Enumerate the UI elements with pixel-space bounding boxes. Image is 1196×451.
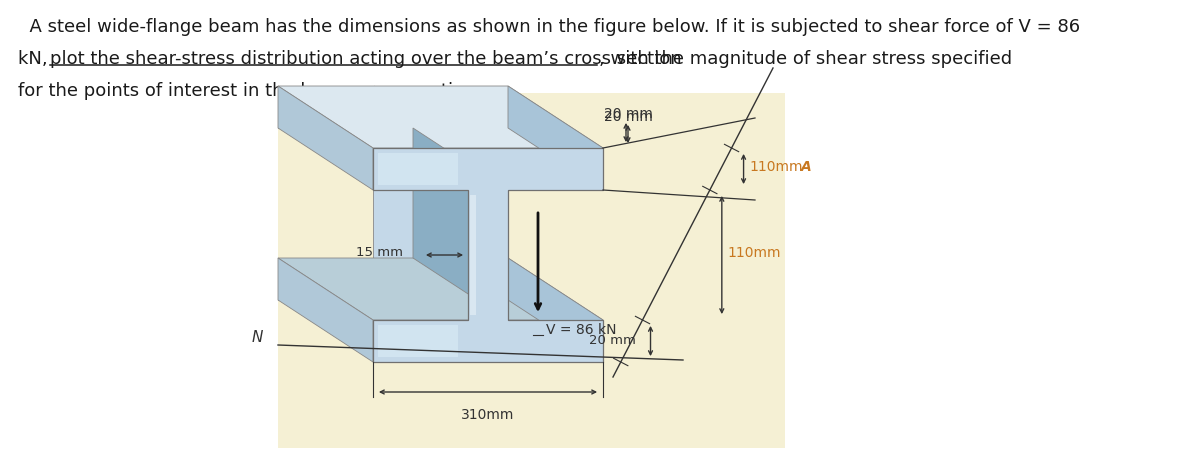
Text: 110mm: 110mm (750, 160, 803, 174)
Text: N: N (251, 331, 263, 345)
Polygon shape (277, 258, 373, 362)
Polygon shape (508, 86, 603, 190)
Polygon shape (378, 153, 458, 185)
Polygon shape (277, 86, 508, 300)
Text: 20 mm: 20 mm (604, 110, 653, 124)
Text: A steel wide-flange beam has the dimensions as shown in the figure below. If it : A steel wide-flange beam has the dimensi… (18, 18, 1080, 36)
Text: A: A (800, 160, 811, 174)
Text: V = 86 kN: V = 86 kN (547, 323, 616, 337)
Text: 310mm: 310mm (462, 408, 514, 422)
Polygon shape (413, 128, 508, 320)
Text: , with the magnitude of shear stress specified: , with the magnitude of shear stress spe… (599, 50, 1012, 68)
Polygon shape (378, 325, 458, 357)
Polygon shape (470, 195, 476, 315)
Text: for the points of interest in the beam cross-section.: for the points of interest in the beam c… (18, 82, 481, 100)
Polygon shape (508, 258, 603, 362)
Text: 20 mm: 20 mm (588, 335, 635, 348)
Polygon shape (277, 258, 603, 320)
Bar (277, 93, 785, 448)
Text: kN,: kN, (18, 50, 54, 68)
Polygon shape (373, 148, 603, 362)
Polygon shape (277, 86, 603, 148)
Text: 20 mm: 20 mm (604, 107, 653, 121)
Text: 15 mm: 15 mm (356, 247, 403, 259)
Polygon shape (277, 86, 373, 190)
Text: plot the shear-stress distribution acting over the beam’s cross section: plot the shear-stress distribution actin… (50, 50, 682, 68)
Text: 110mm: 110mm (728, 246, 781, 260)
